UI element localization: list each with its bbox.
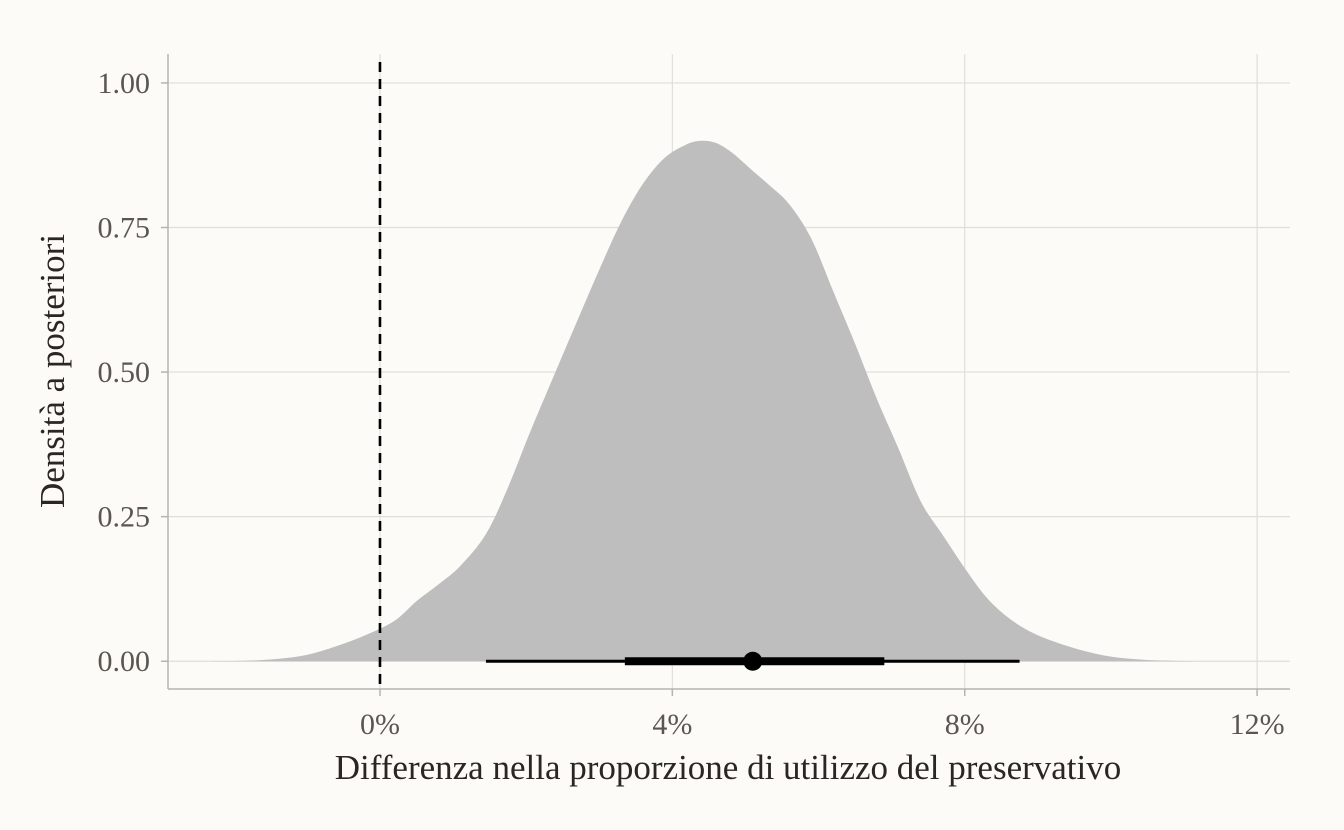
point-estimate <box>743 651 763 671</box>
y-tick-label: 0.50 <box>98 356 151 389</box>
tick-labels: 0.00 0.25 0.50 0.75 1.00 0% 4% 8% 12% <box>98 67 1285 741</box>
y-tick-label: 1.00 <box>98 67 151 100</box>
x-tick-label: 0% <box>360 708 400 741</box>
x-tick-label: 4% <box>652 708 692 741</box>
y-tick-label: 0.75 <box>98 211 151 244</box>
y-tick-label: 0.00 <box>98 645 151 678</box>
x-axis-title: Differenza nella proporzione di utilizzo… <box>335 748 1122 787</box>
axes <box>161 54 1290 696</box>
y-tick-label: 0.25 <box>98 501 151 534</box>
x-tick-label: 12% <box>1230 708 1285 741</box>
x-tick-label: 8% <box>945 708 985 741</box>
point-interval-group <box>485 651 1020 671</box>
density-area <box>211 140 1243 662</box>
y-axis-title: Densità a posteriori <box>33 234 72 508</box>
density-area-group <box>211 140 1243 662</box>
